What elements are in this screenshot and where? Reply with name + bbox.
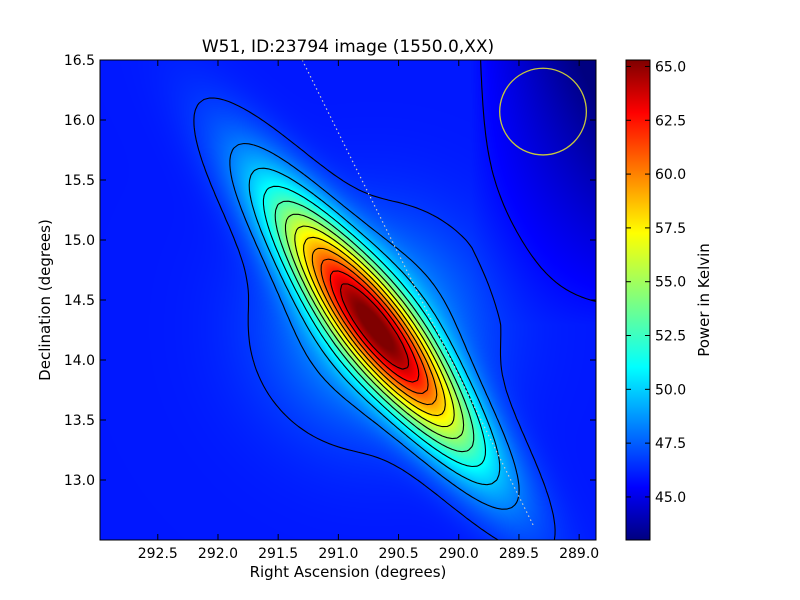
contour-level-7 <box>294 225 455 428</box>
contour-level-2 <box>229 142 520 510</box>
colorbar-tick-label: 55.0 <box>655 275 686 291</box>
colorbar-tick-label: 65.0 <box>655 59 686 75</box>
x-tick-label: 291.5 <box>258 546 298 562</box>
colorbar: 65.0 62.5 60.0 57.5 55.0 52.5 50.0 47.5 45.0 Pow… <box>625 59 713 541</box>
y-axis-ticks: 16.5 16.0 15.5 15.0 14.5 14.0 13.5 13.0 <box>64 53 596 489</box>
scan-line <box>301 60 534 526</box>
beam-circle <box>499 67 588 156</box>
heatmap-image <box>100 60 596 540</box>
y-tick-label: 14.0 <box>64 353 95 369</box>
y-tick-label: 13.5 <box>64 413 95 429</box>
contour-level-10 <box>320 258 429 395</box>
contour-level-6 <box>284 213 465 440</box>
x-tick-label: 291.0 <box>318 546 358 562</box>
y-tick-label: 15.5 <box>64 173 95 189</box>
contour-level-11 <box>329 270 420 383</box>
y-tick-label: 16.0 <box>64 113 95 129</box>
x-tick-label: 290.0 <box>439 546 479 562</box>
colorbar-tick-label: 47.5 <box>655 436 686 452</box>
contour-level-4 <box>262 185 487 468</box>
x-axis-label: Right Ascension (degrees) <box>250 563 447 581</box>
contour-level-3 <box>248 167 501 486</box>
x-tick-label: 289.5 <box>499 546 539 562</box>
colorbar-ticks: 65.0 62.5 60.0 57.5 55.0 52.5 50.0 47.5 45.0 <box>626 59 686 506</box>
contour-level-12 <box>339 283 410 370</box>
colorbar-label: Power in Kelvin <box>695 243 713 357</box>
y-tick-label: 13.0 <box>64 473 95 489</box>
chart-title: W51, ID:23794 image (1550.0,XX) <box>202 37 494 57</box>
contour-lines <box>193 60 596 540</box>
y-tick-label: 15.0 <box>64 233 95 249</box>
colorbar-tick-label: 60.0 <box>655 167 686 183</box>
contour-level-1 <box>193 97 556 540</box>
contour-level-9 <box>311 247 438 406</box>
x-tick-label: 289.0 <box>559 546 599 562</box>
contour-level-5 <box>274 200 475 453</box>
colorbar-gradient <box>625 59 651 541</box>
colorbar-tick-label: 45.0 <box>655 490 686 506</box>
colorbar-tick-label: 62.5 <box>655 113 686 129</box>
colorbar-tick-label: 50.0 <box>655 382 686 398</box>
colorbar-tick-label: 52.5 <box>655 329 686 345</box>
y-axis-label: Declination (degrees) <box>36 219 54 381</box>
y-tick-label: 14.5 <box>64 293 95 309</box>
x-axis-ticks: 292.5 292.0 291.5 291.0 290.5 290.0 289.5 289.0 <box>138 60 599 562</box>
colorbar-tick-label: 57.5 <box>655 221 686 237</box>
y-tick-label: 16.5 <box>64 53 95 69</box>
x-tick-label: 292.5 <box>138 546 178 562</box>
contour-level-8 <box>303 236 446 417</box>
plot-area <box>99 59 597 541</box>
x-tick-label: 290.5 <box>379 546 419 562</box>
contour-level-0 <box>480 60 596 303</box>
x-tick-label: 292.0 <box>198 546 238 562</box>
